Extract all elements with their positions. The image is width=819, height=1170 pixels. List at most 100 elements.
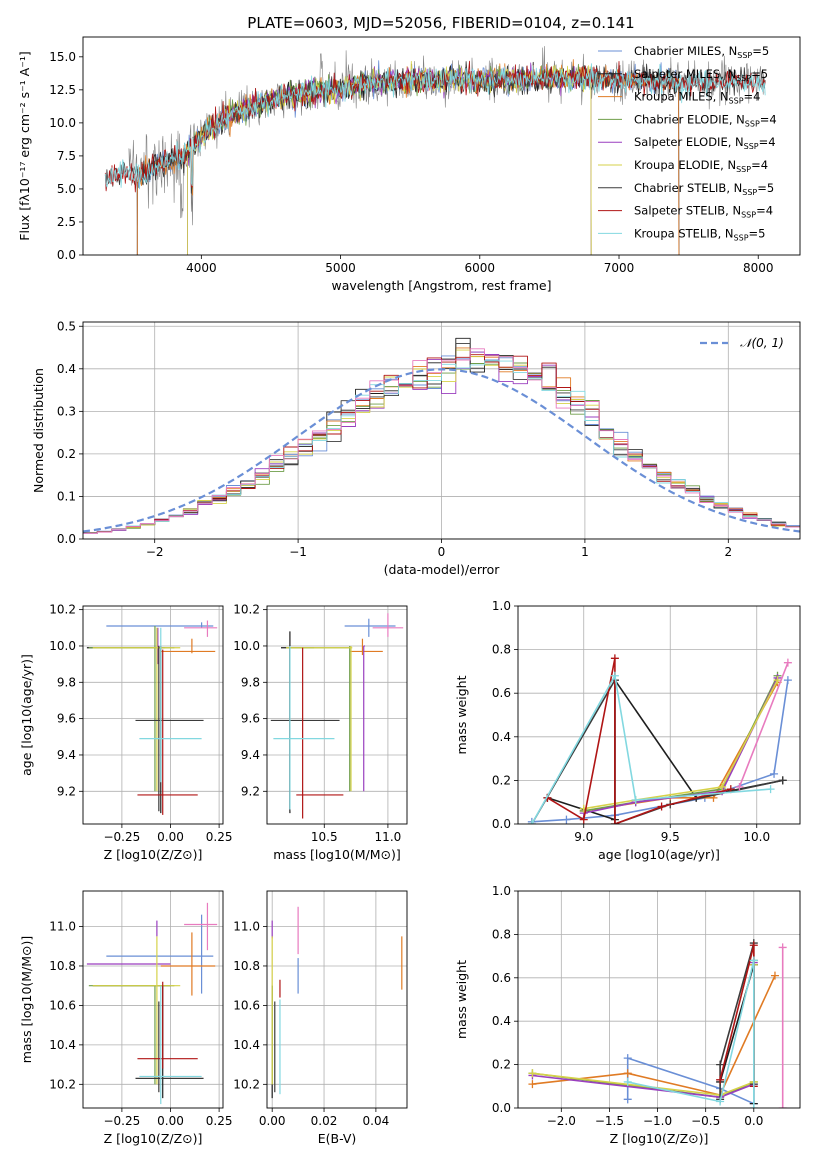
weight-point-marker xyxy=(528,1069,537,1078)
legend: 𝒩(0, 1) xyxy=(700,336,784,350)
model-spectrum-line xyxy=(104,63,766,190)
data-marks xyxy=(86,620,218,815)
y-tick-label: 0.0 xyxy=(57,532,76,546)
y-tick-label: 0.1 xyxy=(57,489,76,503)
weight-point-marker xyxy=(718,782,727,791)
weight-point-marker xyxy=(749,956,758,965)
x-tick-label: 10.0 xyxy=(743,830,770,844)
weight-series xyxy=(716,941,758,1091)
y-tick-label: 12.5 xyxy=(49,83,76,97)
y-tick-label: 9.6 xyxy=(241,712,260,726)
x-tick-label: 6000 xyxy=(465,261,496,275)
errorbar-point xyxy=(92,627,181,792)
grid xyxy=(267,891,407,1108)
plot-area xyxy=(83,322,800,539)
weight-series-line xyxy=(531,679,789,823)
errorbar-point xyxy=(344,618,396,637)
y-axis-label: mass weight xyxy=(454,960,469,1039)
weight-series-line xyxy=(546,657,731,824)
weight-point-marker xyxy=(623,1095,632,1104)
y-tick-label: 11.0 xyxy=(233,920,260,934)
errorbar-point xyxy=(184,620,218,637)
x-axis-label: Z [log10(Z/Z⊙)] xyxy=(104,1131,203,1146)
plot-area xyxy=(267,891,407,1108)
weight-point-marker xyxy=(610,671,619,680)
weight-series-line xyxy=(531,679,783,824)
data-marks xyxy=(104,45,766,255)
errorbar-point xyxy=(92,936,181,1085)
plot-area xyxy=(83,606,223,824)
x-tick-label: 0.00 xyxy=(157,1114,184,1128)
x-axis-label: (data-model)/error xyxy=(384,562,501,577)
errorbar-point xyxy=(160,638,216,654)
model-spectrum-line xyxy=(186,60,592,255)
x-tick-label: −2 xyxy=(146,545,164,559)
axes-frame xyxy=(517,890,801,1109)
y-tick-label: 0.5 xyxy=(57,319,76,333)
y-tick-label: 2.5 xyxy=(57,215,76,229)
y-tick-label: 10.6 xyxy=(233,998,260,1012)
y-tick-label: 10.2 xyxy=(233,603,260,617)
y-tick-label: 10.8 xyxy=(233,959,260,973)
x-tick-label: −1 xyxy=(289,545,307,559)
grid xyxy=(518,891,800,1108)
x-tick-label: 5000 xyxy=(325,261,356,275)
errorbar-point xyxy=(363,645,365,792)
plot-area xyxy=(518,891,800,1108)
weight-series-line xyxy=(738,662,789,788)
errorbar-point xyxy=(160,932,216,996)
grid xyxy=(83,322,800,539)
y-tick-label: 11.0 xyxy=(49,920,76,934)
grid xyxy=(83,891,223,1108)
weight-point-marker xyxy=(610,820,619,824)
x-tick-label: 0 xyxy=(438,545,446,559)
weight-point-marker xyxy=(623,1077,632,1086)
figure-title: PLATE=0603, MJD=52056, FIBERID=0104, z=0… xyxy=(247,14,634,32)
legend-label: Kroupa STELIB, NSSP=5 xyxy=(634,226,765,242)
weight-series xyxy=(623,956,758,1108)
plot-area xyxy=(267,606,407,824)
axes-frame xyxy=(517,605,801,825)
legend-label: Salpeter MILES, NSSP=5 xyxy=(634,67,768,83)
x-tick-label: 0.0 xyxy=(744,1114,763,1128)
histogram-step xyxy=(83,360,800,534)
weight-point-marker xyxy=(783,676,792,685)
x-tick-label: 4000 xyxy=(186,261,217,275)
x-tick-label: −0.5 xyxy=(691,1114,720,1128)
axes-mass-vs-ebv: 0.00 0.02 0.04 10.2 10.4 10.6 10.8 11.0 E(B-V) xyxy=(233,890,408,1146)
weight-point-marker xyxy=(766,785,775,794)
y-tick-label: 10.2 xyxy=(233,1077,260,1091)
axes-age-vs-mass: 10.5 11.0 9.2 9.4 9.6 9.8 10.0 10.2 mass [log10(… xyxy=(233,603,408,862)
y-tick-label: 0.3 xyxy=(57,404,76,418)
plot-area xyxy=(104,45,766,255)
x-tick-label: 0.25 xyxy=(206,1114,233,1128)
weight-series xyxy=(543,654,735,824)
legend-label: Salpeter STELIB, NSSP=4 xyxy=(634,204,773,220)
y-tick-label: 0.8 xyxy=(492,927,511,941)
weight-point-marker xyxy=(749,941,758,950)
grid xyxy=(83,606,223,824)
weight-point-marker xyxy=(770,971,779,980)
errorbar-point xyxy=(88,985,175,1085)
axes-spectrum: 4000 5000 6000 7000 8000 0.0 2.5 5.0 7.5 10.0 12.5… xyxy=(17,36,801,293)
weight-point-marker xyxy=(749,1104,758,1108)
y-axis-label: mass weight xyxy=(454,675,469,754)
weight-series xyxy=(527,676,792,824)
axes-mass-weight-vs-age: 9.0 9.5 10.0 0.0 0.2 0.4 0.6 0.8 1.0 age [log10(a… xyxy=(454,599,801,862)
histogram-step xyxy=(83,348,800,535)
x-tick-label: 0.25 xyxy=(206,830,233,844)
weight-series xyxy=(543,676,787,824)
errorbar-point xyxy=(184,902,218,951)
data-marks xyxy=(527,654,792,824)
y-tick-label: 9.6 xyxy=(57,712,76,726)
x-tick-label: 0.00 xyxy=(157,830,184,844)
y-axis-label: Normed distribution xyxy=(31,368,46,493)
data-marks xyxy=(86,902,218,1105)
x-tick-label: 1 xyxy=(581,545,589,559)
errorbar-point xyxy=(296,647,344,819)
model-spectrum-line xyxy=(186,62,592,255)
y-tick-label: 1.0 xyxy=(492,599,511,613)
x-axis-label: mass [log10(M/M⊙)] xyxy=(273,847,401,862)
weight-point-marker xyxy=(528,1080,537,1089)
